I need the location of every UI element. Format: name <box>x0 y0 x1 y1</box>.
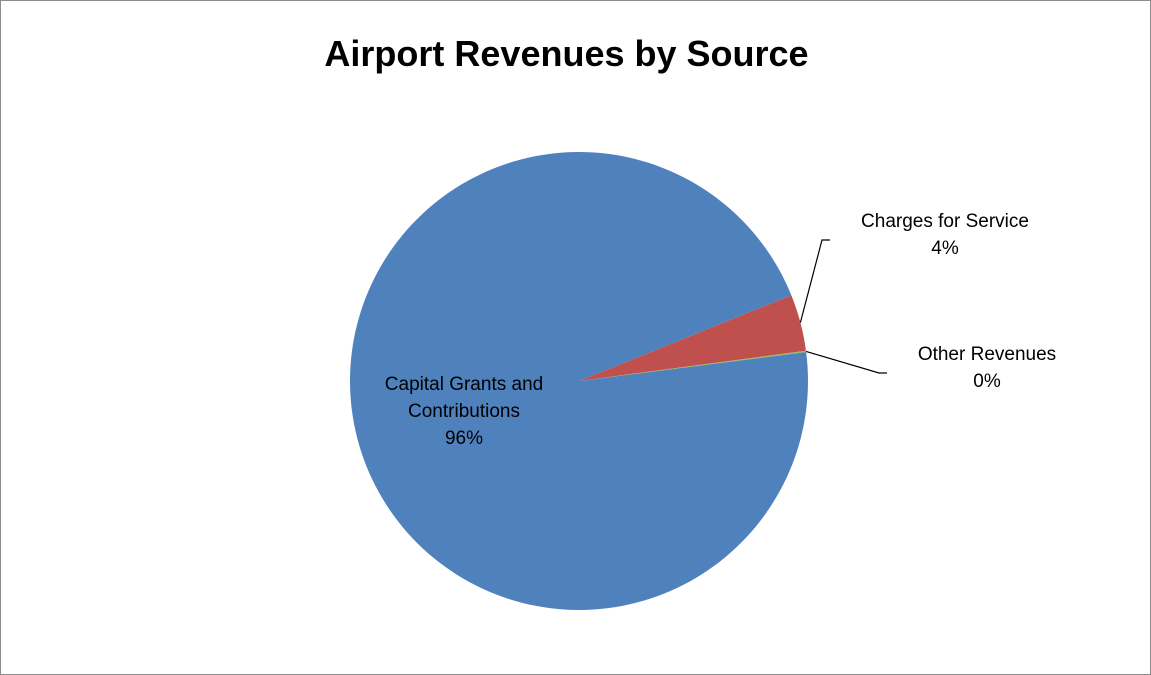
leader-line-charges-for-service <box>799 239 830 323</box>
chart-title: Airport Revenues by Source <box>324 33 809 74</box>
leader-line-other-revenues <box>805 350 887 374</box>
data-label-name-other-revenues: Other Revenues <box>918 344 1056 365</box>
pie-slice-other-revenues <box>579 350 807 381</box>
data-label-percent-capital-grants-and-contributions: 96% <box>445 428 483 449</box>
data-label-name-capital-grants-and-contributions: Contributions <box>408 401 520 422</box>
pie-slice-charges-for-service <box>579 295 806 381</box>
pie-slice-capital-grants-and-contributions <box>350 152 808 611</box>
data-label-percent-charges-for-service: 4% <box>931 238 959 259</box>
data-label-percent-other-revenues: 0% <box>973 371 1001 392</box>
data-label-name-capital-grants-and-contributions: Capital Grants and <box>385 374 543 395</box>
data-label-name-charges-for-service: Charges for Service <box>861 211 1029 232</box>
